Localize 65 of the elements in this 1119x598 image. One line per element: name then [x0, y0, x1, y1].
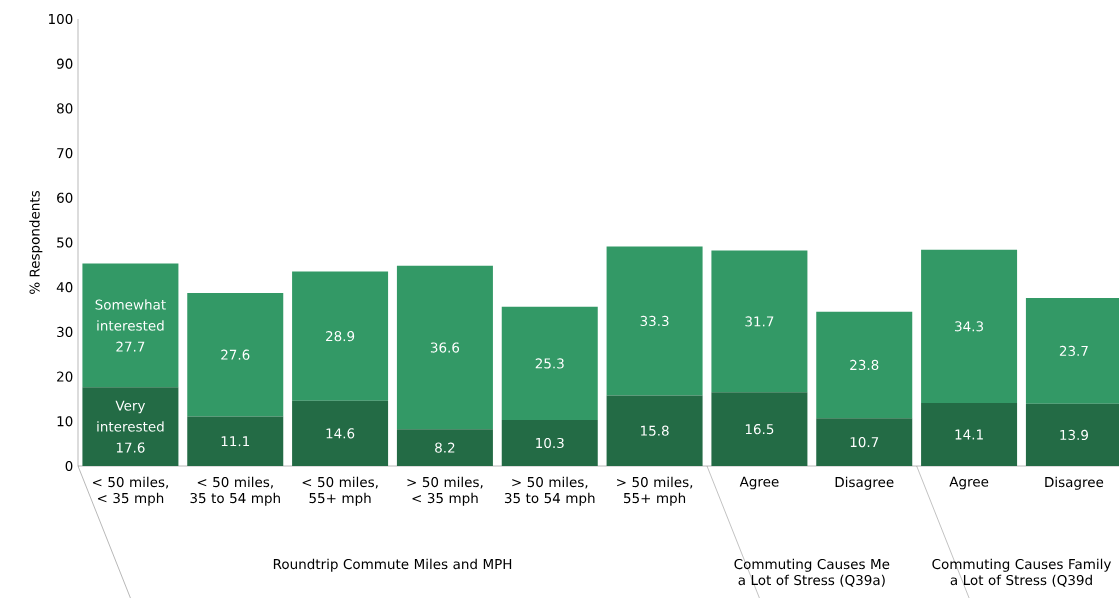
bar — [501, 306, 598, 420]
y-tick-label: 100 — [49, 13, 73, 25]
data-label: 17.6 — [116, 442, 145, 453]
bar — [396, 265, 493, 430]
bar — [292, 271, 389, 401]
data-label: 23.8 — [850, 359, 879, 371]
data-label: 14.1 — [955, 429, 983, 440]
data-label: 31.7 — [745, 316, 774, 327]
data-label: 27.6 — [221, 349, 250, 360]
data-label: 8.2 — [435, 442, 455, 453]
x-tick-label: Disagree — [1045, 476, 1104, 490]
series-label: Somewhat interested — [95, 299, 166, 331]
bar — [816, 311, 913, 419]
x-tick-label: Agree — [949, 476, 989, 490]
bar — [816, 418, 913, 466]
x-tick-label: < 50 miles, < 35 mph — [92, 476, 168, 506]
y-tick-label: 50 — [57, 237, 73, 248]
y-tick-label: 60 — [57, 192, 73, 203]
bar — [921, 402, 1018, 466]
bar — [711, 392, 808, 466]
text: Commuting Causes Me a Lot of Stress (Q39a) — [734, 558, 890, 587]
data-label: 13.9 — [1060, 429, 1088, 441]
bar — [606, 246, 703, 396]
x-tick-label: > 50 miles, 55+ mph — [617, 476, 693, 506]
bar — [187, 416, 284, 466]
bar — [187, 293, 284, 417]
y-tick-label: 30 — [57, 326, 73, 337]
bar — [711, 250, 808, 393]
y-tick-label: 20 — [57, 371, 73, 382]
bar — [501, 419, 598, 466]
x-tick-label: Disagree — [835, 476, 894, 490]
text: Commuting Causes Family a Lot of Stress (Q39d — [932, 558, 1111, 587]
y-tick-label: 40 — [56, 282, 73, 293]
data-label: 36.6 — [430, 342, 460, 353]
y-tick-label: 70 — [57, 148, 73, 159]
data-label: 25.3 — [535, 358, 564, 369]
series-label: Very interested — [97, 400, 164, 432]
x-tick-label: < 50 miles, 55+ mph — [302, 476, 378, 506]
data-label: 28.9 — [326, 331, 355, 342]
data-label: 34.3 — [955, 321, 984, 332]
y-tick-label: 0 — [65, 460, 73, 472]
data-label: 23.7 — [1059, 345, 1088, 356]
data-label: 15.8 — [641, 425, 669, 436]
bar — [606, 395, 703, 466]
y-axis-title: % Respondents — [29, 190, 43, 294]
y-tick-label: 90 — [56, 58, 73, 69]
data-label: 27.7 — [116, 341, 145, 352]
x-tick-label: > 50 miles, < 35 mph — [407, 476, 483, 506]
x-tick-label: > 50 miles, 35 to 54 mph — [504, 476, 595, 506]
data-label: 10.7 — [850, 436, 879, 448]
bar — [396, 429, 493, 466]
data-label: 14.6 — [326, 428, 355, 439]
y-tick-label: 80 — [57, 103, 73, 114]
bar — [82, 263, 179, 388]
bar — [921, 249, 1018, 403]
x-tick-label: Agree — [739, 476, 779, 490]
x-tick-label: < 50 miles, 35 to 54 mph — [190, 476, 280, 506]
bar — [82, 387, 179, 466]
data-label: 16.5 — [745, 424, 774, 435]
text: Roundtrip Commute Miles and MPH — [273, 558, 512, 572]
bar — [292, 400, 389, 466]
data-label: 33.3 — [640, 315, 669, 327]
data-label: 10.3 — [536, 437, 564, 449]
y-tick-label: 10 — [57, 416, 73, 427]
data-label: 11.1 — [221, 436, 250, 447]
